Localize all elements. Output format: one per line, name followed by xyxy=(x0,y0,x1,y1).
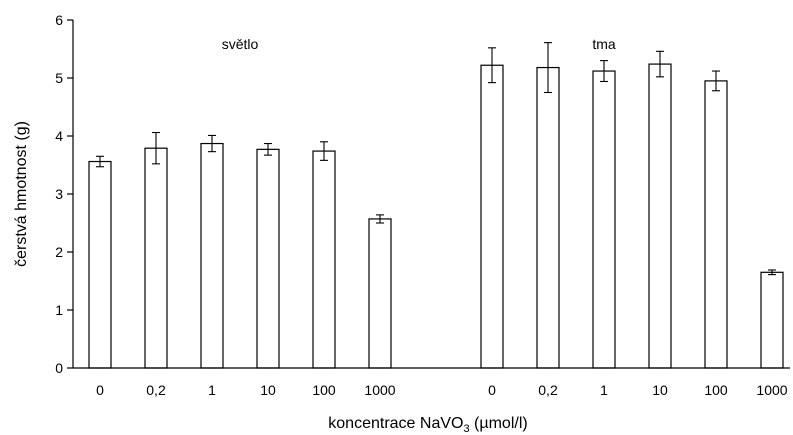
x-tick-label: 0 xyxy=(96,382,104,398)
bar-světlo-100 xyxy=(312,150,336,369)
y-tick-label: 6 xyxy=(55,12,63,28)
bar-světlo-0,2 xyxy=(144,147,168,369)
x-tick-label: 10 xyxy=(652,382,668,398)
x-tick-labels: 0 0,2 1 10 100 1000 0 0,2 1 10 100 1000 xyxy=(96,382,788,398)
error-bar xyxy=(96,155,104,168)
error-bars-layer xyxy=(96,42,776,276)
error-bar xyxy=(712,70,720,92)
x-tick-label: 0 xyxy=(488,382,496,398)
error-bar xyxy=(544,42,552,94)
y-ticks: 0 1 2 3 4 5 6 xyxy=(55,12,73,376)
y-tick-label: 3 xyxy=(55,186,63,202)
x-tick-label: 1 xyxy=(208,382,216,398)
x-tick-label: 100 xyxy=(312,382,336,398)
error-bar xyxy=(488,47,496,84)
x-tick-label: 0,2 xyxy=(538,382,558,398)
error-bar xyxy=(320,141,328,161)
error-bar xyxy=(600,60,608,83)
bar-světlo-1000 xyxy=(368,218,392,369)
x-axis-title-subscript: 3 xyxy=(463,423,469,435)
x-axis-title: koncentrace NaVO3 (µmol/l) xyxy=(328,415,527,435)
x-axis-title-unit: (µmol/l) xyxy=(470,415,528,432)
x-tick-label: 100 xyxy=(704,382,728,398)
x-tick-label: 1000 xyxy=(756,382,787,398)
group-label-tma: tma xyxy=(592,36,616,52)
error-bar xyxy=(264,142,272,156)
bar-světlo-1 xyxy=(200,142,224,369)
bars-layer xyxy=(88,63,784,369)
bar-tma-0 xyxy=(480,64,504,369)
error-bar xyxy=(376,214,384,224)
x-tick-label: 1 xyxy=(600,382,608,398)
group-label-světlo: světlo xyxy=(222,36,259,52)
x-tick-label: 10 xyxy=(260,382,276,398)
bar-tma-100 xyxy=(704,80,728,369)
x-tick-label: 0,2 xyxy=(146,382,166,398)
x-axis-title-main: koncentrace NaVO xyxy=(328,415,463,432)
error-bar xyxy=(768,269,776,276)
bar-tma-0,2 xyxy=(536,66,560,369)
bar-tma-1 xyxy=(592,70,616,369)
x-tick-label: 1000 xyxy=(364,382,395,398)
error-bar xyxy=(208,134,216,153)
error-bar xyxy=(656,50,664,78)
bar-světlo-0 xyxy=(88,160,112,369)
group-labels: světlo tma xyxy=(222,36,616,52)
y-tick-label: 0 xyxy=(55,360,63,376)
error-bar xyxy=(152,131,160,165)
y-tick-label: 5 xyxy=(55,70,63,86)
y-tick-label: 2 xyxy=(55,244,63,260)
bar-světlo-10 xyxy=(256,148,280,369)
y-tick-label: 1 xyxy=(55,302,63,318)
y-axis-title: čerstvá hmotnost (g) xyxy=(13,121,30,267)
bar-tma-1000 xyxy=(760,271,784,369)
y-tick-label: 4 xyxy=(55,128,63,144)
bar-tma-10 xyxy=(648,63,672,369)
